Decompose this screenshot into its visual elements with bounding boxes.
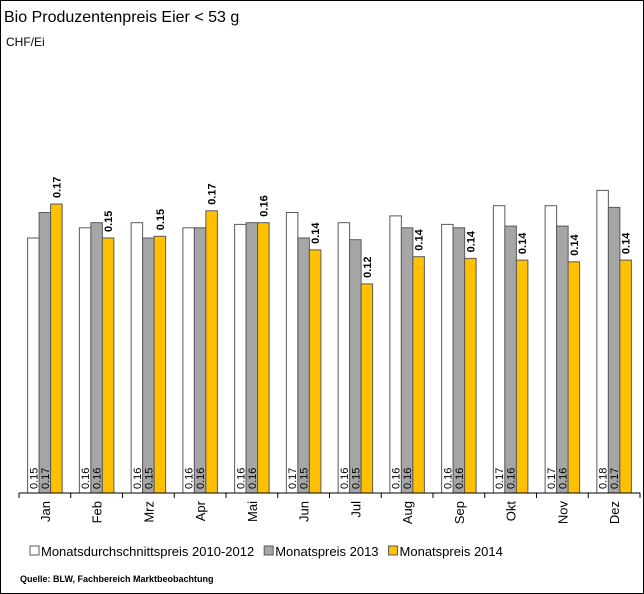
legend-label: Monatspreis 2013 xyxy=(275,544,378,559)
data-label: 0.16 xyxy=(391,468,403,489)
bar xyxy=(441,223,454,494)
legend-swatch xyxy=(388,545,399,556)
legend-label: Monatspreis 2014 xyxy=(400,544,503,559)
data-label: 0.15 xyxy=(143,468,155,489)
x-tick-label: Jan xyxy=(38,501,53,522)
bar xyxy=(130,222,144,494)
data-label: 0.14 xyxy=(414,228,426,250)
data-label: 0.14 xyxy=(517,232,529,254)
bar xyxy=(182,227,195,494)
legend-label: Monatsdurchschnittspreis 2010-2012 xyxy=(41,544,254,559)
data-label: 0.14 xyxy=(621,232,633,254)
legend-swatch xyxy=(263,545,274,556)
bar xyxy=(515,259,529,494)
data-label: 0.16 xyxy=(258,195,270,216)
data-label: 0.17 xyxy=(609,468,621,489)
data-label: 0.16 xyxy=(506,468,518,489)
data-label: 0.16 xyxy=(195,468,207,489)
bar xyxy=(297,237,310,494)
bar xyxy=(544,205,558,494)
source-note: Quelle: BLW, Fachbereich Marktbeobachtun… xyxy=(20,574,214,584)
data-label: 0.16 xyxy=(557,468,569,489)
data-label: 0.16 xyxy=(132,468,144,489)
data-label: 0.14 xyxy=(569,234,581,256)
bar xyxy=(308,249,322,494)
data-label: 0.15 xyxy=(28,468,40,489)
data-label: 0.16 xyxy=(339,468,351,489)
bar xyxy=(619,259,632,494)
bar xyxy=(567,261,581,494)
data-label: 0.16 xyxy=(235,468,247,489)
bar xyxy=(452,227,466,494)
x-tick-label: Dez xyxy=(607,501,622,524)
bar xyxy=(349,239,362,494)
bar xyxy=(90,222,103,494)
bar xyxy=(234,223,247,494)
bar xyxy=(596,189,609,494)
data-label: 0.17 xyxy=(51,177,63,198)
data-label: 0.17 xyxy=(494,468,506,489)
legend-swatch xyxy=(29,545,40,556)
data-label: 0.17 xyxy=(287,468,299,489)
bar xyxy=(360,283,374,494)
bar xyxy=(492,205,506,494)
data-label: 0.15 xyxy=(299,468,311,489)
bar xyxy=(38,212,52,494)
x-tick-label: Apr xyxy=(193,500,208,521)
bar xyxy=(205,210,218,494)
chart-title: Bio Produzentenpreis Eier < 53 g xyxy=(4,9,239,26)
data-label: 0.16 xyxy=(80,468,92,489)
y-axis-label: CHF/Ei xyxy=(6,35,45,49)
bar xyxy=(50,203,63,494)
data-label: 0.16 xyxy=(402,468,414,489)
data-label: 0.14 xyxy=(310,222,322,244)
data-label: 0.16 xyxy=(247,468,259,489)
bar xyxy=(556,225,569,494)
bar xyxy=(257,222,270,494)
bar xyxy=(504,225,517,494)
data-label: 0.15 xyxy=(155,209,167,230)
data-label: 0.16 xyxy=(92,468,104,489)
data-label: 0.17 xyxy=(40,468,52,489)
bar xyxy=(389,215,402,494)
bar xyxy=(193,227,207,494)
bar xyxy=(142,237,155,494)
x-tick-label: Sep xyxy=(452,501,467,524)
x-tick-label: Mai xyxy=(245,501,260,522)
data-label: 0.16 xyxy=(442,468,454,489)
data-label: 0.16 xyxy=(184,468,196,489)
data-label: 0.15 xyxy=(350,468,362,489)
bar xyxy=(412,256,425,494)
data-label: 0.12 xyxy=(362,256,374,277)
bar xyxy=(607,206,621,494)
bar xyxy=(78,227,92,494)
bar xyxy=(337,222,351,494)
bar xyxy=(464,257,477,494)
data-label: 0.16 xyxy=(454,468,466,489)
x-tick-label: Nov xyxy=(555,501,570,525)
bar xyxy=(153,235,167,494)
x-tick-label: Aug xyxy=(400,501,415,524)
data-label: 0.14 xyxy=(465,230,477,252)
bar xyxy=(101,237,115,494)
bar xyxy=(27,237,40,494)
x-tick-label: Jun xyxy=(297,501,312,522)
x-tick-label: Mrz xyxy=(141,501,156,523)
data-label: 0.17 xyxy=(207,183,219,204)
bar xyxy=(400,227,414,494)
bar xyxy=(245,222,259,494)
data-label: 0.15 xyxy=(103,211,115,232)
data-label: 0.18 xyxy=(598,468,610,489)
x-tick-label: Okt xyxy=(504,501,519,522)
x-tick-label: Feb xyxy=(90,501,105,523)
data-label: 0.17 xyxy=(546,468,558,489)
bar xyxy=(285,212,299,494)
x-tick-label: Jul xyxy=(348,501,363,518)
